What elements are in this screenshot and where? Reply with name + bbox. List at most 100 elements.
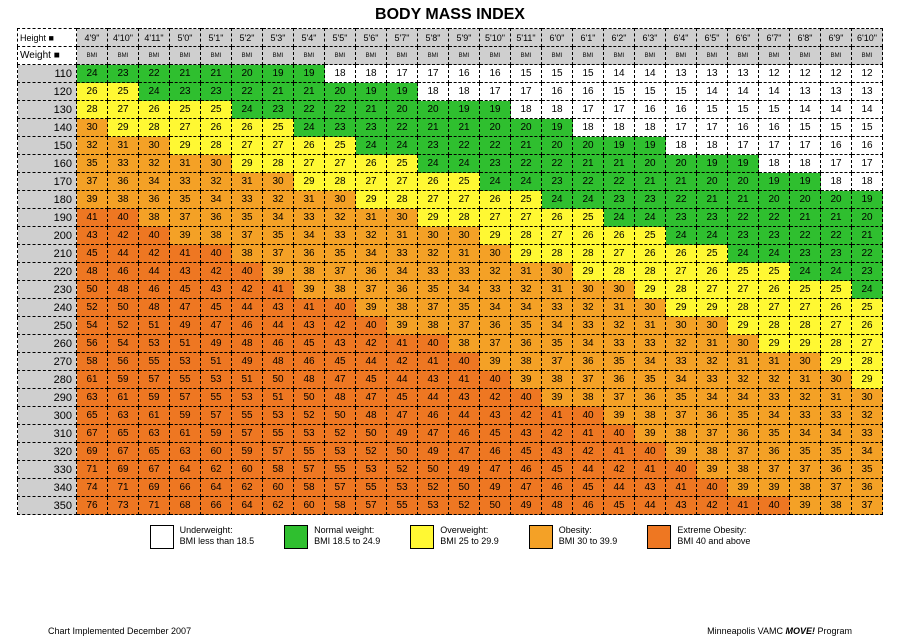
bmi-cell: 38 <box>139 209 170 227</box>
bmi-cell: 36 <box>356 263 387 281</box>
bmi-cell: 27 <box>449 191 480 209</box>
bmi-cell: 19 <box>728 155 759 173</box>
table-row: 1703736343332313029282727262524242322222… <box>18 173 883 191</box>
bmi-cell: 37 <box>573 371 604 389</box>
bmi-cell: 31 <box>387 227 418 245</box>
weight-cell: 110 <box>18 65 77 83</box>
bmi-table: Height ■4'9"4'10"4'11"5'0"5'1"5'2"5'3"5'… <box>17 28 883 515</box>
bmi-cell: 20 <box>480 119 511 137</box>
bmi-cell: 30 <box>449 227 480 245</box>
weight-cell: 290 <box>18 389 77 407</box>
bmi-cell: 16 <box>542 83 573 101</box>
table-row: 2705856555351494846454442414039383736353… <box>18 353 883 371</box>
bmi-cell: 34 <box>759 407 790 425</box>
height-col: 6'9" <box>821 29 852 47</box>
bmi-cell: 36 <box>697 407 728 425</box>
bmi-cell: 42 <box>325 317 356 335</box>
bmi-cell: 53 <box>139 335 170 353</box>
bmi-cell: 20 <box>852 209 883 227</box>
bmi-cell: 29 <box>666 299 697 317</box>
bmi-cell: 61 <box>139 407 170 425</box>
bmi-sublabel: BMI <box>232 47 263 65</box>
bmi-cell: 43 <box>201 281 232 299</box>
bmi-cell: 21 <box>511 137 542 155</box>
bmi-cell: 42 <box>697 497 728 515</box>
bmi-cell: 41 <box>387 335 418 353</box>
legend: Underweight:BMI less than 18.5Normal wei… <box>0 525 900 549</box>
bmi-cell: 18 <box>418 83 449 101</box>
bmi-cell: 30 <box>418 227 449 245</box>
bmi-cell: 52 <box>77 299 108 317</box>
bmi-cell: 29 <box>635 281 666 299</box>
bmi-cell: 45 <box>480 425 511 443</box>
bmi-cell: 36 <box>573 353 604 371</box>
bmi-cell: 50 <box>356 425 387 443</box>
bmi-sublabel: BMI <box>821 47 852 65</box>
bmi-cell: 29 <box>821 353 852 371</box>
bmi-cell: 32 <box>201 173 232 191</box>
bmi-cell: 32 <box>666 335 697 353</box>
bmi-cell: 42 <box>139 245 170 263</box>
bmi-cell: 37 <box>480 335 511 353</box>
bmi-cell: 34 <box>139 173 170 191</box>
bmi-cell: 44 <box>232 299 263 317</box>
bmi-cell: 15 <box>666 83 697 101</box>
bmi-cell: 47 <box>387 407 418 425</box>
bmi-cell: 24 <box>666 227 697 245</box>
bmi-cell: 20 <box>821 191 852 209</box>
table-row: 3507673716866646260585755535250494846454… <box>18 497 883 515</box>
bmi-cell: 19 <box>604 137 635 155</box>
bmi-cell: 27 <box>666 263 697 281</box>
bmi-cell: 30 <box>387 209 418 227</box>
bmi-cell: 59 <box>232 443 263 461</box>
bmi-cell: 33 <box>480 281 511 299</box>
bmi-cell: 60 <box>263 479 294 497</box>
bmi-cell: 45 <box>325 353 356 371</box>
bmi-cell: 36 <box>728 425 759 443</box>
bmi-cell: 22 <box>387 119 418 137</box>
bmi-cell: 37 <box>697 425 728 443</box>
table-row: 3307169676462605857555352504947464544424… <box>18 461 883 479</box>
bmi-cell: 34 <box>728 389 759 407</box>
bmi-cell: 13 <box>728 65 759 83</box>
bmi-cell: 27 <box>325 155 356 173</box>
weight-label: Weight ■ <box>18 47 77 65</box>
bmi-cell: 29 <box>759 335 790 353</box>
bmi-cell: 29 <box>697 299 728 317</box>
bmi-cell: 43 <box>449 389 480 407</box>
bmi-cell: 13 <box>666 65 697 83</box>
bmi-cell: 41 <box>418 353 449 371</box>
bmi-cell: 35 <box>604 353 635 371</box>
table-row: 1302827262525242322222120201919181817171… <box>18 101 883 119</box>
bmi-cell: 37 <box>356 281 387 299</box>
bmi-cell: 33 <box>635 335 666 353</box>
bmi-cell: 33 <box>108 155 139 173</box>
bmi-body: 1102423222121201919181817171616151515141… <box>18 65 883 515</box>
bmi-cell: 20 <box>232 65 263 83</box>
legend-label: Underweight:BMI less than 18.5 <box>180 525 255 549</box>
bmi-cell: 22 <box>821 227 852 245</box>
bmi-cell: 40 <box>449 353 480 371</box>
bmi-cell: 46 <box>511 461 542 479</box>
height-col: 5'1" <box>201 29 232 47</box>
bmi-cell: 34 <box>511 299 542 317</box>
bmi-cell: 23 <box>480 155 511 173</box>
height-col: 6'6" <box>728 29 759 47</box>
bmi-cell: 24 <box>697 227 728 245</box>
bmi-cell: 21 <box>852 227 883 245</box>
bmi-cell: 12 <box>759 65 790 83</box>
table-row: 2104544424140383736353433323130292828272… <box>18 245 883 263</box>
bmi-cell: 32 <box>790 389 821 407</box>
bmi-cell: 29 <box>108 119 139 137</box>
weight-cell: 200 <box>18 227 77 245</box>
bmi-cell: 24 <box>542 191 573 209</box>
height-col: 5'11" <box>511 29 542 47</box>
legend-swatch <box>647 525 671 549</box>
bmi-cell: 31 <box>449 245 480 263</box>
bmi-cell: 23 <box>604 191 635 209</box>
bmi-cell: 22 <box>511 155 542 173</box>
weight-cell: 160 <box>18 155 77 173</box>
bmi-cell: 36 <box>759 443 790 461</box>
bmi-cell: 39 <box>294 281 325 299</box>
bmi-sublabel: BMI <box>728 47 759 65</box>
